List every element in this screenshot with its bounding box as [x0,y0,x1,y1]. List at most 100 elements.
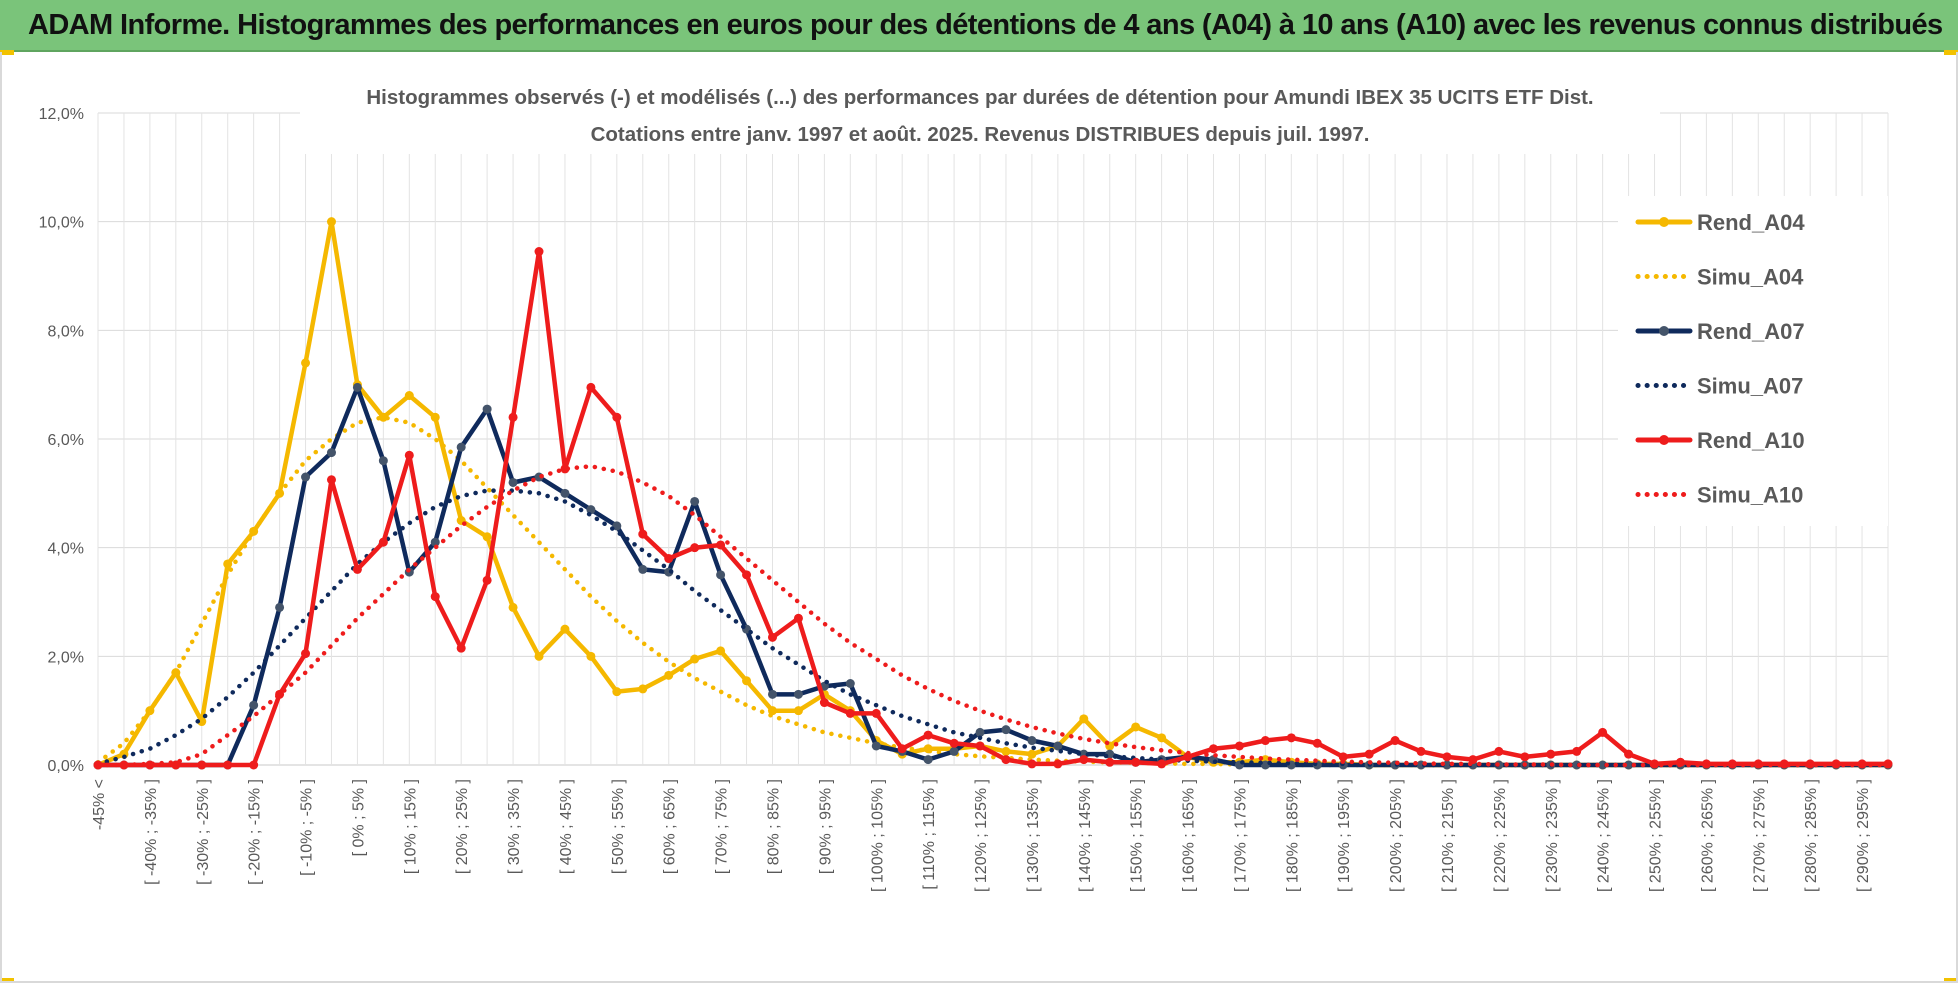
data-point [742,676,752,686]
data-point [767,632,777,642]
data-point [638,564,648,574]
corner-mark-bottom-left [0,978,14,983]
data-point [249,700,259,710]
data-point [923,755,933,765]
data-point [690,543,700,553]
x-tick-label: [ 140% ; 145% ] [1077,779,1094,892]
x-tick-label: [ 80% ; 85% ] [765,779,782,874]
data-point [171,760,181,770]
x-tick-label: [ 110% ; 115% ] [921,779,938,890]
data-point [923,730,933,740]
data-point [482,404,492,414]
data-point [430,537,440,547]
data-point [793,706,803,716]
data-point [1416,746,1426,756]
title-background [300,74,1660,154]
data-point [560,624,570,634]
corner-mark-top-right [1944,50,1958,55]
header-banner: ADAM Informe. Histogrammes des performan… [0,0,1958,52]
data-point [1079,755,1089,765]
data-point [897,744,907,754]
data-point [508,412,518,422]
data-point [1779,759,1789,769]
data-point [197,760,207,770]
data-point [586,505,596,515]
x-tick-label: [ 170% ; 175% ] [1232,779,1249,892]
data-point [1494,746,1504,756]
data-point [975,741,985,751]
data-point [1027,749,1037,759]
y-tick-label: 0,0% [48,758,84,775]
y-tick-label: 4,0% [48,541,84,558]
data-point [1001,746,1011,756]
data-point [197,717,207,727]
data-point [949,746,959,756]
x-tick-label: [ 240% ; 245% ] [1596,779,1613,892]
data-point [326,217,336,227]
legend-label: Rend_A07 [1697,319,1805,344]
data-point [690,654,700,664]
data-point [404,450,414,460]
data-point [742,570,752,580]
data-point [871,708,881,718]
data-point [1001,755,1011,765]
x-tick-label: [ 10% ; 15% ] [402,779,419,874]
data-point [534,651,544,661]
data-point [1079,714,1089,724]
legend-background [1618,196,1888,526]
y-tick-label: 8,0% [48,323,84,340]
x-tick-label: [ -40% ; -35% ] [143,779,160,885]
data-point [275,602,285,612]
data-point [430,592,440,602]
x-tick-label: [ 200% ; 205% ] [1388,779,1405,892]
data-point [1624,760,1634,770]
data-point [1131,722,1141,732]
data-point [1312,738,1322,748]
data-point [404,391,414,401]
data-point [352,382,362,392]
x-tick-label: [ 290% ; 295% ] [1855,779,1872,892]
data-point [223,760,233,770]
x-tick-label: [ 180% ; 185% ] [1284,779,1301,892]
data-point [378,537,388,547]
data-point [1027,736,1037,746]
y-tick-label: 6,0% [48,432,84,449]
data-point [1883,759,1893,769]
data-point [664,670,674,680]
data-point [612,412,622,422]
data-point [638,684,648,694]
chart-subtitle: Cotations entre janv. 1997 et août. 2025… [591,123,1370,146]
data-point [1598,760,1608,770]
x-tick-label: [ 260% ; 265% ] [1699,779,1716,892]
axes: 0,0% 2,0% 4,0% 6,0% 8,0% 10,0% 12,0% -45% < [ -4… [39,106,1872,892]
series-line-simu-a10 [95,463,1891,768]
data-point [1624,749,1634,759]
data-point [1209,744,1219,754]
legend-label: Simu_A04 [1697,265,1804,290]
data-point [508,602,518,612]
data-point [638,529,648,539]
y-tick-label: 2,0% [48,649,84,666]
data-point [1546,749,1556,759]
data-point [664,554,674,564]
series-line-simu-a07 [95,488,1891,768]
legend-label: Simu_A10 [1697,483,1803,508]
x-tick-label: [ 100% ; 105% ] [869,779,886,892]
data-point [456,442,466,452]
x-tick-label: [ 210% ; 215% ] [1440,779,1457,892]
x-tick-label: [ 20% ; 25% ] [454,779,471,874]
data-point [301,358,311,368]
data-point [1598,727,1608,737]
data-point [845,708,855,718]
data-point [612,521,622,531]
data-point [612,687,622,697]
x-tick-label: -45% < [91,779,108,830]
series-lines [93,217,1893,770]
x-tick-label: [ 70% ; 75% ] [714,779,731,874]
data-point [1131,757,1141,767]
banner-title: ADAM Informe. Histogrammes des performan… [28,9,1943,41]
data-point [326,448,336,458]
data-point [1157,759,1167,769]
data-point [690,496,700,506]
